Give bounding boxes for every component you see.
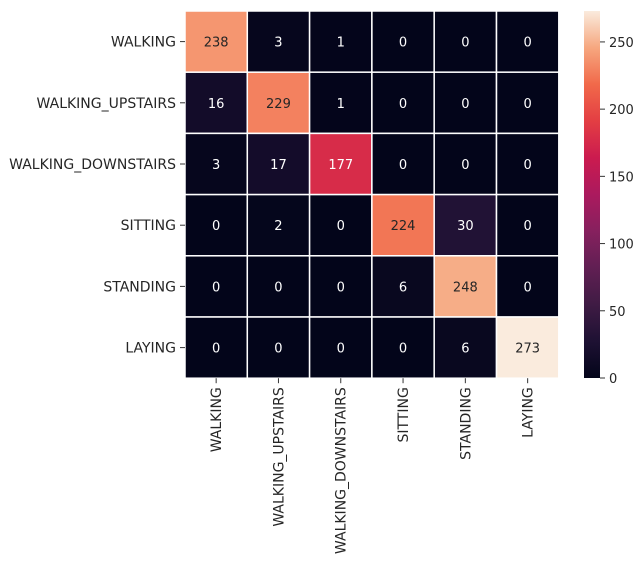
heatmap-cell	[184, 316, 249, 379]
heatmap-cell	[246, 193, 311, 257]
heatmap-cell	[184, 193, 249, 257]
cell-value-label: 229	[266, 97, 291, 112]
heatmap-cell	[308, 193, 373, 257]
cell-value-label: 0	[274, 280, 282, 295]
colorbar-tick-label: 0	[609, 372, 617, 387]
row-label: WALKING	[111, 35, 176, 51]
cell-value-label: 0	[212, 219, 220, 234]
cell-value-label: 0	[399, 36, 407, 51]
cell-value-label: 0	[524, 280, 532, 295]
column-labels: WALKING WALKING_UPSTAIRS WALKING_DOWNSTAIR…	[209, 378, 537, 554]
cell-value-label: 0	[524, 158, 532, 173]
cell-value-label: 0	[337, 219, 345, 234]
row-labels: WALKING WALKING_UPSTAIRS WALKING_DOWNSTAIR…	[9, 35, 185, 357]
cell-value-label: 0	[461, 36, 469, 51]
row-label: WALKING_DOWNSTAIRS	[9, 157, 176, 173]
cell-value-label: 0	[337, 280, 345, 295]
cell-value-label: 248	[453, 280, 478, 295]
colorbar-tick-label: 250	[609, 36, 634, 51]
colorbar-tick-label: 50	[609, 305, 626, 320]
heatmap-cell	[371, 193, 435, 257]
heatmap-cells	[184, 10, 560, 379]
cell-value-label: 1	[337, 97, 345, 112]
cell-value-label: 177	[328, 158, 353, 173]
cell-value-label: 3	[274, 36, 282, 51]
cell-value-label: 0	[399, 158, 407, 173]
row-label: STANDING	[103, 279, 176, 295]
cell-value-label: 0	[337, 342, 345, 357]
heatmap-cell	[495, 193, 560, 257]
cell-value-label: 0	[399, 97, 407, 112]
cell-value-label: 0	[461, 158, 469, 173]
cell-value-label: 238	[204, 36, 229, 51]
heatmap-cell	[495, 132, 560, 196]
column-label: WALKING_DOWNSTAIRS	[334, 387, 350, 554]
cell-value-label: 6	[461, 342, 469, 357]
colorbar: 0 50 100 150 200 250	[584, 11, 634, 387]
cell-value-label: 0	[212, 280, 220, 295]
colorbar-tick-label: 150	[609, 170, 634, 185]
cell-value-label: 17	[270, 158, 287, 173]
heatmap-cell	[308, 255, 373, 318]
cell-value-label: 0	[524, 219, 532, 234]
cell-value-label: 16	[208, 97, 225, 112]
heatmap-cell	[246, 10, 311, 73]
colorbar-tick-label: 200	[609, 103, 634, 118]
heatmap-cell	[371, 132, 435, 196]
heatmap-cell	[495, 316, 560, 379]
heatmap-cell	[495, 71, 560, 135]
heatmap-cell	[495, 255, 560, 318]
column-label: SITTING	[396, 387, 412, 442]
heatmap-cell	[246, 71, 311, 135]
cell-value-label: 0	[399, 342, 407, 357]
heatmap-cell	[246, 132, 311, 196]
heatmap-cell	[433, 255, 498, 318]
cell-value-label: 0	[274, 342, 282, 357]
column-label: LAYING	[521, 387, 537, 438]
cell-value-label: 30	[457, 219, 474, 234]
heatmap-cell	[495, 10, 560, 73]
cell-value-label: 0	[212, 342, 220, 357]
row-label: WALKING_UPSTAIRS	[37, 96, 177, 112]
row-label: LAYING	[125, 341, 176, 357]
column-label: WALKING_UPSTAIRS	[271, 387, 287, 527]
heatmap-cell	[433, 132, 498, 196]
heatmap-cell	[371, 71, 435, 135]
cell-value-label: 0	[461, 97, 469, 112]
cell-value-label: 0	[524, 97, 532, 112]
row-label: SITTING	[121, 218, 176, 234]
heatmap-cell	[371, 255, 435, 318]
cell-value-label: 273	[515, 342, 540, 357]
cell-value-label: 224	[391, 219, 416, 234]
cell-value-label: 0	[524, 36, 532, 51]
cell-value-label: 6	[399, 280, 407, 295]
heatmap-cell	[433, 193, 498, 257]
cell-value-label: 1	[337, 36, 345, 51]
colorbar-tick-label: 100	[609, 238, 634, 253]
cell-value-label: 2	[274, 219, 282, 234]
colorbar-gradient	[584, 11, 600, 378]
heatmap-annotations: 238 3 1 0 0 0 16 229 1 0 0 0 3 17 177 0 0 0 0 2 0 224 30 0 0 0 0 6 2…	[204, 36, 540, 357]
column-label: STANDING	[458, 387, 474, 460]
cell-value-label: 3	[212, 158, 220, 173]
column-label: WALKING	[209, 387, 225, 452]
